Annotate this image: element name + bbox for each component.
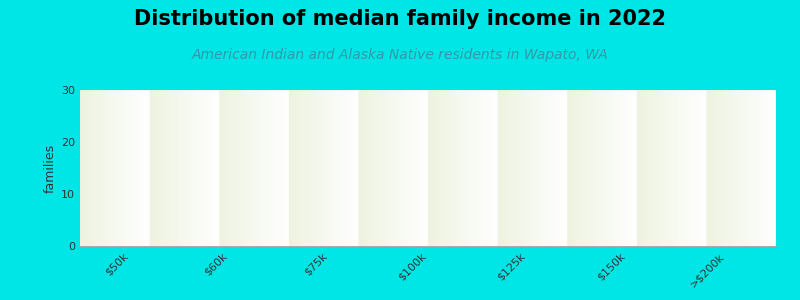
Text: Distribution of median family income in 2022: Distribution of median family income in … bbox=[134, 9, 666, 29]
Bar bbox=[286, 147, 371, 246]
Bar bbox=[187, 230, 271, 246]
Text: American Indian and Alaska Native residents in Wapato, WA: American Indian and Alaska Native reside… bbox=[192, 48, 608, 62]
Bar bbox=[386, 189, 470, 246]
Text: ⓘ  City-Data.com: ⓘ City-Data.com bbox=[662, 101, 755, 111]
Bar bbox=[684, 184, 769, 246]
Bar bbox=[87, 163, 172, 246]
Y-axis label: families: families bbox=[44, 143, 57, 193]
